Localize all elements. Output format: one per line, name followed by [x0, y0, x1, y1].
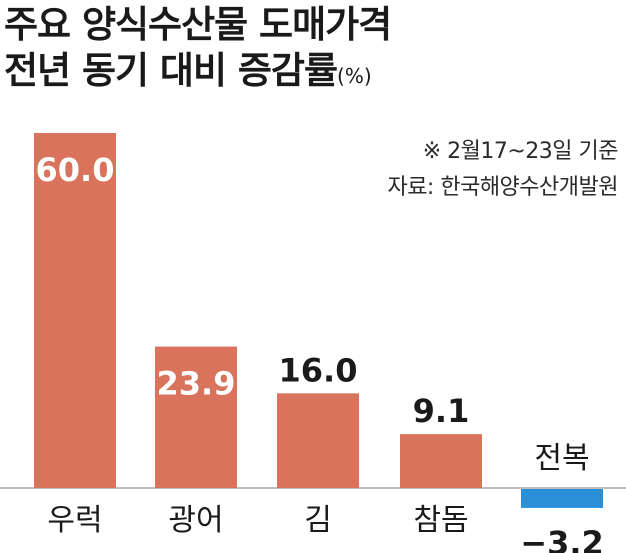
- value-label-2: 16.0: [279, 351, 358, 389]
- bar-2: [277, 393, 359, 488]
- bar-4: [521, 489, 603, 508]
- title-line-2-text: 전년 동기 대비 증감률: [4, 49, 338, 92]
- value-label-4: −3.2: [520, 524, 604, 553]
- category-label-2: 김: [304, 503, 332, 538]
- date-note: ※ 2월17~23일 기준: [422, 139, 619, 164]
- bar-3: [400, 434, 482, 488]
- unit-label: (%): [337, 64, 372, 88]
- bar-1: [155, 346, 237, 488]
- category-label-3: 참돔: [413, 503, 468, 538]
- title-line-2: 전년 동기 대비 증감률(%): [4, 48, 391, 99]
- chart-notes: ※ 2월17~23일 기준 자료: 한국해양수산개발원: [387, 134, 618, 206]
- value-label-1: 23.9: [157, 365, 236, 403]
- chart-title: 주요 양식수산물 도매가격 전년 동기 대비 증감률(%): [4, 2, 392, 99]
- category-label-1: 광어: [168, 503, 223, 538]
- source-note: 자료: 한국해양수산개발원: [387, 175, 618, 200]
- title-line-1: 주요 양식수산물 도매가격: [4, 3, 392, 46]
- value-label-0: 60.0: [36, 151, 115, 189]
- value-label-3: 9.1: [413, 392, 470, 430]
- bar-0: [34, 133, 116, 488]
- category-label-0: 우럭: [47, 503, 102, 538]
- category-label-4: 전복: [534, 441, 589, 476]
